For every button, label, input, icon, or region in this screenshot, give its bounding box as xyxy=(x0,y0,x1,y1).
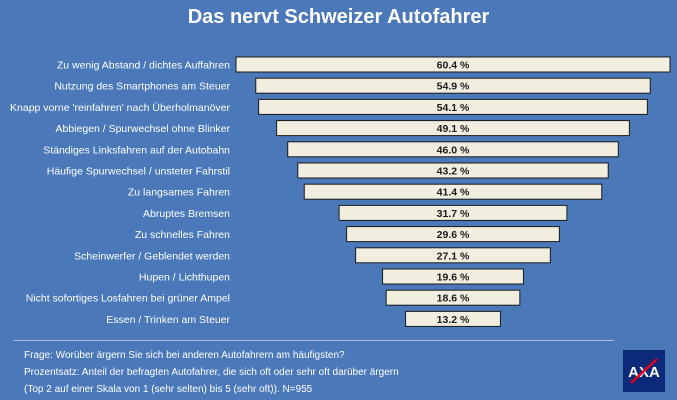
footnote-question: Frage: Worüber ärgern Sie sich bei ander… xyxy=(24,350,345,361)
category-label: Hupen / Lichthupen xyxy=(139,272,230,284)
divider xyxy=(14,340,614,341)
footnotes: Frage: Worüber ärgern Sie sich bei ander… xyxy=(24,347,584,398)
category-label: Ständiges Linksfahren auf der Autobahn xyxy=(43,144,230,156)
bar-value-label: 43.2 % xyxy=(437,166,470,178)
bar-value-label: 29.6 % xyxy=(437,229,470,241)
bar-chart: 60.4 % Zu wenig Abstand / dichtes Auffahr… xyxy=(10,56,671,327)
axa-logo-icon: AXA xyxy=(623,350,665,392)
category-label: Zu wenig Abstand / dichtes Auffahren xyxy=(57,60,230,72)
bar xyxy=(258,98,648,115)
bar-value-label: 54.1 % xyxy=(437,102,470,114)
category-label: Zu langsames Fahren xyxy=(128,187,230,199)
bar-value-label: 13.2 % xyxy=(437,314,470,326)
bar xyxy=(385,289,521,306)
bar-value-label: 49.1 % xyxy=(437,123,470,135)
bar-value-label: 60.4 % xyxy=(437,60,470,72)
bar-value-label: 27.1 % xyxy=(437,250,470,262)
bar-value-label: 54.9 % xyxy=(437,81,470,93)
chart-title: Das nervt Schweizer Autofahrer xyxy=(187,6,490,28)
category-label: Zu schnelles Fahren xyxy=(135,229,230,241)
bar-value-label: 18.6 % xyxy=(437,293,470,305)
footnote-definition: Prozentsatz: Anteil der befragten Autofa… xyxy=(24,367,399,378)
bar xyxy=(405,310,501,327)
bar-value-label: 19.6 % xyxy=(437,272,470,284)
category-label: Essen / Trinken am Steuer xyxy=(106,314,230,326)
bar-value-label: 31.7 % xyxy=(437,208,470,220)
bar xyxy=(338,204,568,221)
category-label: Nicht sofortiges Losfahren bei grüner Am… xyxy=(26,293,230,305)
category-label: Abbiegen / Spurwechsel ohne Blinker xyxy=(55,123,230,135)
bar-value-label: 41.4 % xyxy=(437,187,470,199)
bar xyxy=(235,56,671,73)
bar xyxy=(355,247,551,264)
bar xyxy=(287,141,619,158)
bar xyxy=(303,183,603,200)
footnote-scale: (Top 2 auf einer Skala von 1 (sehr selte… xyxy=(24,384,313,395)
category-label: Häufige Spurwechsel / unsteter Fahrstil xyxy=(47,166,230,178)
bar xyxy=(276,120,630,137)
bar xyxy=(346,226,560,243)
bar-value-label: 46.0 % xyxy=(437,144,470,156)
bar xyxy=(297,162,609,179)
bar xyxy=(382,268,524,285)
category-label: Scheinwerfer / Geblendet werden xyxy=(74,250,230,262)
bar xyxy=(255,77,651,94)
category-label: Nutzung des Smartphones am Steuer xyxy=(54,81,230,93)
category-label: Knapp vorne 'reinfahren' nach Überholman… xyxy=(10,102,230,114)
category-label: Abruptes Bremsen xyxy=(143,208,230,220)
